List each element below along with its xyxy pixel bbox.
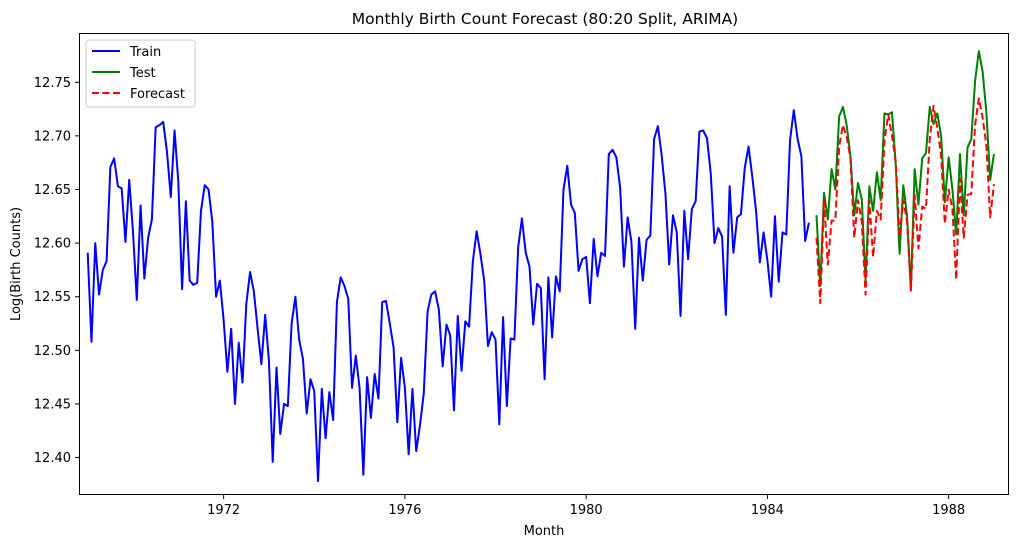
series-line-forecast	[815, 97, 995, 305]
legend-label-test: Test	[129, 66, 156, 81]
y-axis-ticks: 12.40 12.45 12.50 12.55 12.60 12.65 12.70 12.75	[34, 76, 80, 466]
x-tick-label: 1984	[751, 503, 784, 518]
y-tick-label: 12.60	[34, 237, 71, 252]
x-axis-ticks: 1972 1976 1980 1984 1988	[207, 494, 965, 518]
x-axis-label: Month	[524, 524, 565, 539]
legend-label-forecast: Forecast	[130, 87, 185, 102]
y-tick-label: 12.70	[34, 129, 71, 144]
x-tick-label: 1988	[932, 503, 965, 518]
legend-label-train: Train	[129, 45, 161, 60]
plot-area	[79, 33, 1009, 495]
y-tick-label: 12.55	[34, 290, 71, 305]
y-axis-label: Log(Birth Counts)	[9, 207, 24, 321]
series-layer	[86, 50, 995, 483]
series-line-test	[815, 50, 995, 292]
x-tick-label: 1972	[207, 503, 240, 518]
legend: Train Test Forecast	[85, 39, 196, 108]
x-tick-label: 1976	[388, 503, 421, 518]
series-line-train	[86, 109, 810, 483]
y-tick-label: 12.50	[34, 344, 71, 359]
y-tick-label: 12.75	[34, 76, 71, 91]
y-tick-label: 12.45	[34, 397, 71, 412]
y-tick-label: 12.65	[34, 183, 71, 198]
x-tick-label: 1980	[570, 503, 603, 518]
y-tick-label: 12.40	[34, 451, 71, 466]
chart-title: Monthly Birth Count Forecast (80:20 Spli…	[352, 10, 738, 28]
legend-frame	[85, 39, 196, 108]
